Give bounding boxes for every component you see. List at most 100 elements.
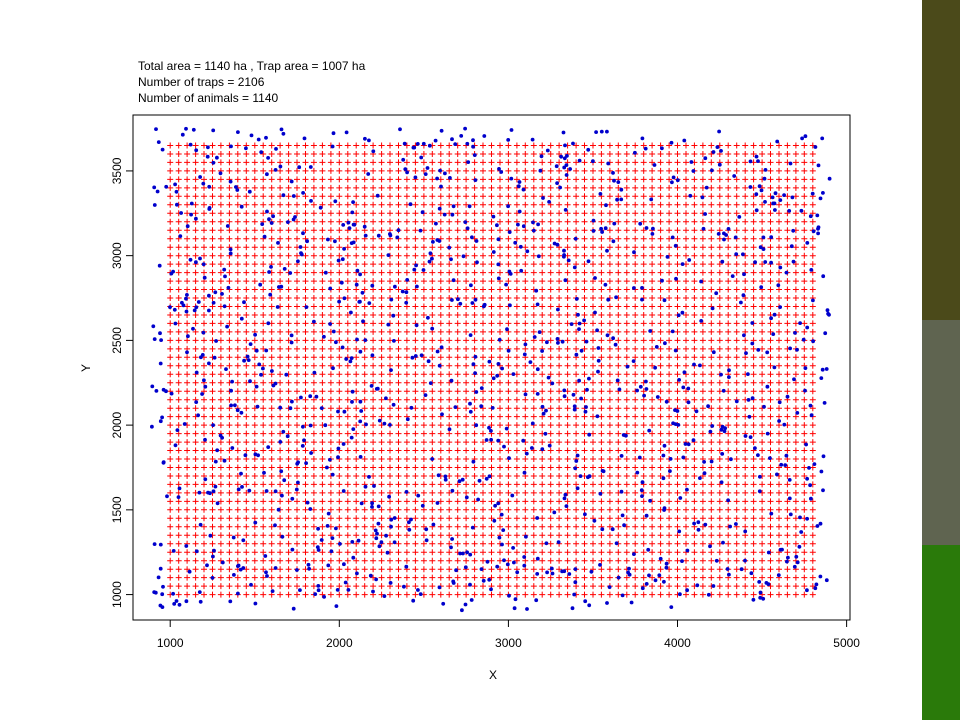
animal-point [281, 193, 286, 198]
animal-point [759, 188, 764, 193]
animal-point [577, 378, 581, 383]
animal-point [465, 550, 469, 555]
animal-point [242, 300, 246, 305]
animal-point [812, 462, 817, 466]
animal-point [524, 451, 529, 456]
animal-point [607, 585, 612, 589]
animal-point [290, 547, 295, 552]
animal-point [721, 540, 725, 545]
animal-point [491, 376, 496, 381]
animal-point [611, 239, 616, 244]
animal-point [442, 212, 447, 217]
animal-point [341, 442, 346, 446]
animal-point [692, 521, 696, 526]
animal-point [648, 329, 653, 333]
animal-point [646, 547, 651, 552]
animal-point [265, 172, 269, 177]
animal-point [708, 544, 712, 549]
animal-point [244, 146, 248, 151]
animal-point [334, 526, 338, 531]
animal-point [266, 156, 270, 160]
animal-point [279, 127, 284, 132]
animal-point [305, 500, 310, 505]
animal-point [673, 243, 678, 248]
animal-point [263, 554, 268, 558]
animal-point [307, 566, 311, 571]
animal-point [489, 437, 493, 442]
animal-point [591, 159, 595, 164]
animal-point [621, 433, 626, 437]
animal-point [805, 588, 809, 593]
animal-point [266, 445, 271, 449]
animal-point [604, 203, 608, 208]
animal-point [291, 194, 296, 198]
animal-point [502, 444, 506, 449]
animal-point [642, 393, 646, 398]
animal-point [682, 370, 687, 375]
animal-point [749, 571, 754, 576]
animal-point [437, 363, 442, 368]
animal-point [482, 134, 487, 138]
animal-point [201, 330, 206, 335]
animal-point [819, 469, 824, 474]
animal-point [511, 372, 516, 376]
animal-point [463, 602, 468, 607]
animal-point [492, 518, 497, 523]
animal-point [350, 210, 355, 215]
animal-point [556, 307, 560, 312]
animal-point [358, 399, 363, 404]
animal-point [278, 405, 283, 410]
animal-point [450, 137, 454, 142]
animal-point [465, 141, 470, 146]
animal-point [330, 472, 335, 477]
animal-point [457, 479, 462, 484]
animal-point [389, 517, 394, 522]
animal-point [629, 600, 634, 605]
animal-point [589, 569, 594, 574]
animal-point [775, 139, 780, 144]
animal-point [342, 409, 347, 414]
animal-point [496, 237, 501, 242]
animal-point [757, 184, 762, 189]
animal-point [640, 136, 645, 141]
animal-point [158, 331, 162, 336]
animal-point [702, 471, 707, 476]
animal-point [196, 413, 201, 418]
animal-point [358, 349, 363, 354]
animal-point [194, 549, 199, 554]
animal-point [606, 161, 611, 166]
animal-point [686, 386, 691, 391]
animal-point [818, 196, 823, 201]
animal-point [571, 141, 575, 146]
animal-point [495, 223, 499, 228]
animal-point [748, 159, 753, 164]
animal-point [523, 342, 528, 347]
animal-point [342, 247, 346, 251]
animal-point [489, 429, 493, 433]
animal-point [391, 402, 396, 407]
animal-point [721, 388, 726, 393]
animal-point [799, 208, 804, 213]
animal-point [185, 224, 190, 229]
animal-point [430, 457, 435, 461]
animal-point [211, 160, 216, 165]
animal-point [245, 354, 250, 359]
animal-point [522, 555, 527, 559]
animal-point [490, 406, 495, 410]
animal-point [367, 138, 371, 143]
animal-point [404, 564, 409, 569]
animal-point [484, 438, 489, 442]
animal-point [762, 404, 766, 409]
animal-point [682, 138, 687, 143]
animal-point [647, 428, 652, 433]
side-panel-middle [922, 320, 960, 545]
animal-point [742, 272, 746, 277]
animal-point [421, 268, 426, 272]
animal-point [521, 438, 526, 443]
animal-point [753, 446, 757, 450]
animal-point [212, 355, 217, 360]
animal-point [657, 573, 662, 578]
animal-point [751, 597, 756, 602]
animal-point [267, 217, 271, 222]
animal-point [420, 503, 425, 508]
